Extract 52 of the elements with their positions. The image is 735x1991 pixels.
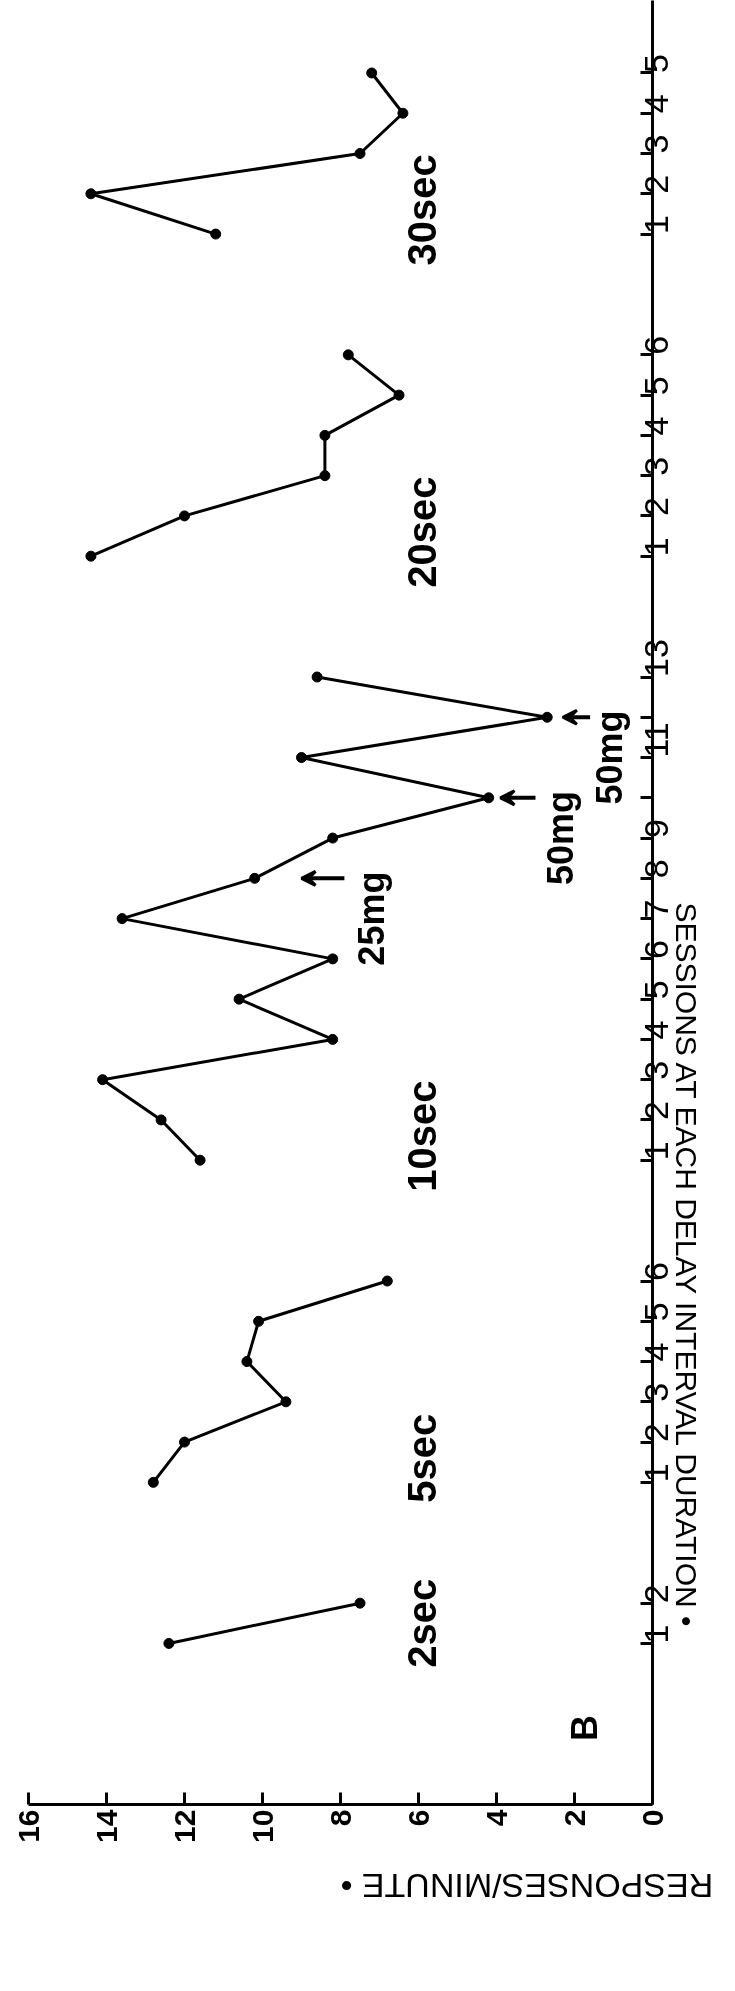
point <box>483 792 495 804</box>
point <box>311 671 323 683</box>
x-axis-title: RESPONSES/MINUTE • <box>340 1866 714 1905</box>
point <box>381 1275 393 1287</box>
annotation: 50mg <box>589 710 631 805</box>
point <box>327 953 339 965</box>
point <box>342 349 354 361</box>
point <box>397 107 409 119</box>
point <box>354 1597 366 1609</box>
point <box>296 752 307 764</box>
point <box>541 711 553 723</box>
point <box>253 1315 265 1327</box>
text: 20sec <box>399 476 444 588</box>
annotation: B <box>564 1714 606 1741</box>
text: 5sec <box>399 1413 444 1503</box>
text: 30sec <box>399 154 444 266</box>
text: 2sec <box>399 1578 444 1668</box>
x-tick-label: 12 <box>167 1809 201 1843</box>
point <box>179 510 190 522</box>
y-axis-title: SESSIONS AT EACH DELAY INTERVAL DURATION • <box>670 902 703 1627</box>
x-tick-label: 14 <box>89 1809 123 1843</box>
point <box>366 67 378 79</box>
point <box>97 1074 109 1086</box>
point <box>327 832 339 844</box>
annotation: 50mg <box>540 791 582 886</box>
point <box>319 470 331 482</box>
x-tick-label: 16 <box>11 1809 45 1843</box>
point <box>163 1637 175 1649</box>
text: 10sec <box>399 1080 444 1192</box>
x-tick-label: 0 <box>635 1809 669 1827</box>
x-tick-label: 4 <box>479 1809 513 1827</box>
point <box>155 1114 167 1126</box>
point <box>116 913 128 925</box>
point <box>233 993 245 1005</box>
point <box>354 148 366 160</box>
point <box>147 1476 159 1488</box>
point <box>327 1033 339 1045</box>
x-tick-label: 10 <box>245 1809 279 1843</box>
point <box>241 1356 253 1368</box>
point <box>179 1436 190 1448</box>
point <box>249 872 261 884</box>
x-tick-label: 2 <box>557 1809 591 1827</box>
x-tick-label: 6 <box>401 1809 435 1827</box>
point <box>194 1154 206 1166</box>
x-tick-label: 8 <box>323 1809 357 1827</box>
point <box>210 228 222 240</box>
point <box>85 188 97 200</box>
point <box>319 429 331 441</box>
annotation: 25mg <box>351 871 393 966</box>
point <box>393 389 405 401</box>
point <box>280 1396 292 1408</box>
point <box>85 550 97 562</box>
